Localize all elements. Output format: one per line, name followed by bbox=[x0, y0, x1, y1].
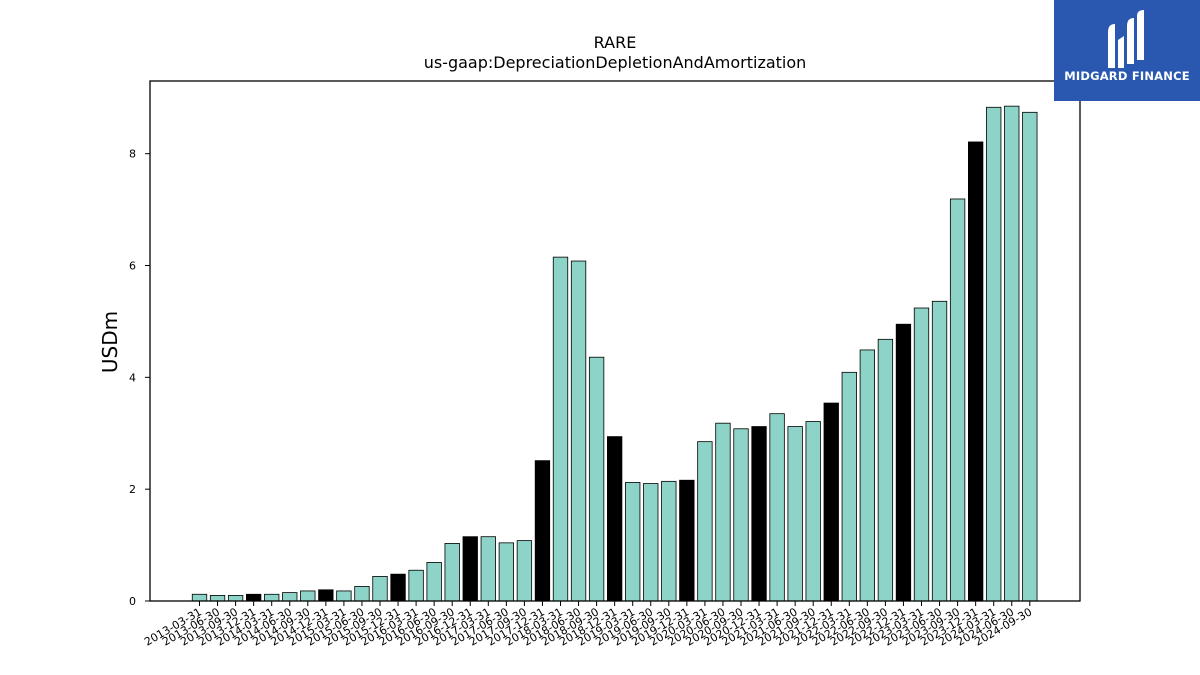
bar-2021-06-30 bbox=[787, 426, 803, 602]
bar-2013-03-31 bbox=[191, 593, 208, 602]
bar-2023-03-31 bbox=[913, 307, 930, 602]
bar-2021-03-31 bbox=[769, 413, 785, 602]
bar-2018-03-31 bbox=[552, 256, 569, 602]
bar-2013-06-30 bbox=[209, 595, 226, 602]
bar-2016-09-30 bbox=[444, 543, 460, 602]
bar-2017-06-30 bbox=[498, 542, 515, 602]
bar-2015-06-30 bbox=[354, 586, 370, 602]
bar-2020-12-31 bbox=[751, 426, 767, 602]
bar-2024-09-30 bbox=[1022, 111, 1038, 602]
y-axis-ticks: 0 2 4 6 8 bbox=[129, 148, 150, 608]
bar-2014-09-30 bbox=[300, 590, 316, 602]
bar-2014-03-31 bbox=[264, 593, 280, 602]
bar-2018-06-30 bbox=[570, 260, 587, 602]
bar-2021-09-30 bbox=[805, 421, 821, 602]
bar-2013-12-31 bbox=[245, 593, 262, 602]
y-tick-label: 6 bbox=[129, 260, 136, 273]
bar-2021-12-31 bbox=[823, 402, 839, 602]
bar-2019-03-31 bbox=[625, 482, 641, 602]
bar-2016-12-31 bbox=[462, 536, 478, 602]
chart-title: RARE bbox=[594, 33, 637, 52]
bar-2017-09-30 bbox=[516, 540, 533, 602]
bar-2018-09-30 bbox=[588, 356, 605, 602]
bars-group bbox=[191, 105, 1038, 602]
bar-2018-12-31 bbox=[607, 436, 623, 602]
bar-2013-09-30 bbox=[227, 595, 244, 602]
bar-2022-12-31 bbox=[895, 323, 912, 602]
bar-2023-09-30 bbox=[949, 198, 966, 602]
x-axis-ticks: 2013-03-312013-06-302013-09-302013-12-31… bbox=[142, 601, 1034, 649]
y-tick-label: 2 bbox=[129, 483, 136, 496]
bar-2024-03-31 bbox=[986, 106, 1002, 602]
y-tick-label: 8 bbox=[129, 148, 136, 161]
y-tick-label: 0 bbox=[129, 595, 136, 608]
bar-2016-03-31 bbox=[408, 569, 424, 602]
bar-2023-06-30 bbox=[931, 300, 948, 602]
plot-frame bbox=[149, 80, 1081, 602]
logo-text: MIDGARD FINANCE bbox=[1064, 69, 1190, 83]
bar-2015-12-31 bbox=[390, 573, 406, 602]
chart-subtitle: us-gaap:DepreciationDepletionAndAmortiza… bbox=[424, 53, 807, 72]
bar-2020-06-30 bbox=[715, 422, 731, 602]
bar-2015-03-31 bbox=[336, 590, 352, 602]
bar-2015-09-30 bbox=[372, 576, 388, 602]
bar-2020-03-31 bbox=[697, 441, 713, 602]
bar-2017-03-31 bbox=[480, 536, 496, 602]
midgard-finance-logo: MIDGARD FINANCE bbox=[1054, 0, 1200, 101]
bar-2023-12-31 bbox=[968, 141, 984, 602]
bar-2020-09-30 bbox=[733, 428, 749, 602]
bar-2019-06-30 bbox=[643, 483, 659, 602]
bar-2022-03-31 bbox=[841, 371, 857, 602]
bar-2014-06-30 bbox=[282, 592, 298, 602]
bar-2019-09-30 bbox=[661, 480, 677, 602]
bar-2022-09-30 bbox=[877, 338, 894, 602]
bar-2016-06-30 bbox=[426, 562, 442, 602]
bar-2024-06-30 bbox=[1004, 105, 1020, 602]
logo-mark-icon bbox=[1108, 10, 1144, 68]
bar-2017-12-31 bbox=[534, 460, 551, 602]
bar-2019-12-31 bbox=[679, 479, 695, 602]
bar-2014-12-31 bbox=[318, 589, 334, 602]
y-tick-label: 4 bbox=[129, 371, 136, 384]
y-axis-label: USDm bbox=[98, 311, 122, 373]
bar-2022-06-30 bbox=[859, 349, 875, 602]
